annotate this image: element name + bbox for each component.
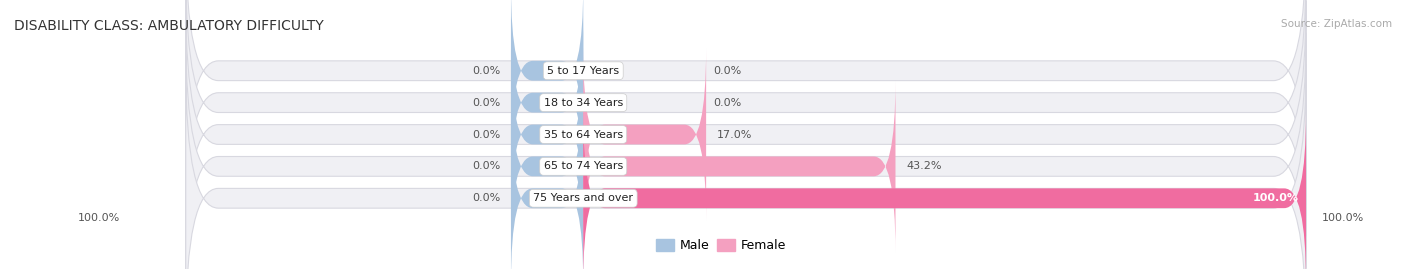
Text: 100.0%: 100.0% xyxy=(1253,193,1299,203)
Text: DISABILITY CLASS: AMBULATORY DIFFICULTY: DISABILITY CLASS: AMBULATORY DIFFICULTY xyxy=(14,19,323,33)
Text: 0.0%: 0.0% xyxy=(713,66,741,76)
Text: Source: ZipAtlas.com: Source: ZipAtlas.com xyxy=(1281,19,1392,29)
FancyBboxPatch shape xyxy=(583,81,896,252)
Text: 0.0%: 0.0% xyxy=(472,193,501,203)
Text: 0.0%: 0.0% xyxy=(472,129,501,140)
FancyBboxPatch shape xyxy=(186,33,1306,269)
FancyBboxPatch shape xyxy=(510,17,583,188)
Text: 100.0%: 100.0% xyxy=(1322,213,1364,223)
Text: 5 to 17 Years: 5 to 17 Years xyxy=(547,66,619,76)
FancyBboxPatch shape xyxy=(510,81,583,252)
Text: 100.0%: 100.0% xyxy=(77,213,120,223)
FancyBboxPatch shape xyxy=(186,0,1306,204)
Text: 65 to 74 Years: 65 to 74 Years xyxy=(544,161,623,171)
Text: 18 to 34 Years: 18 to 34 Years xyxy=(544,98,623,108)
Text: 35 to 64 Years: 35 to 64 Years xyxy=(544,129,623,140)
FancyBboxPatch shape xyxy=(186,65,1306,269)
FancyBboxPatch shape xyxy=(583,49,706,220)
FancyBboxPatch shape xyxy=(510,49,583,220)
FancyBboxPatch shape xyxy=(583,112,1306,269)
FancyBboxPatch shape xyxy=(510,112,583,269)
FancyBboxPatch shape xyxy=(186,0,1306,236)
Legend: Male, Female: Male, Female xyxy=(651,234,790,257)
Text: 75 Years and over: 75 Years and over xyxy=(533,193,633,203)
Text: 43.2%: 43.2% xyxy=(907,161,942,171)
Text: 0.0%: 0.0% xyxy=(472,161,501,171)
FancyBboxPatch shape xyxy=(186,1,1306,268)
FancyBboxPatch shape xyxy=(510,0,583,157)
Text: 0.0%: 0.0% xyxy=(472,98,501,108)
Text: 0.0%: 0.0% xyxy=(472,66,501,76)
Text: 0.0%: 0.0% xyxy=(713,98,741,108)
Text: 17.0%: 17.0% xyxy=(717,129,752,140)
